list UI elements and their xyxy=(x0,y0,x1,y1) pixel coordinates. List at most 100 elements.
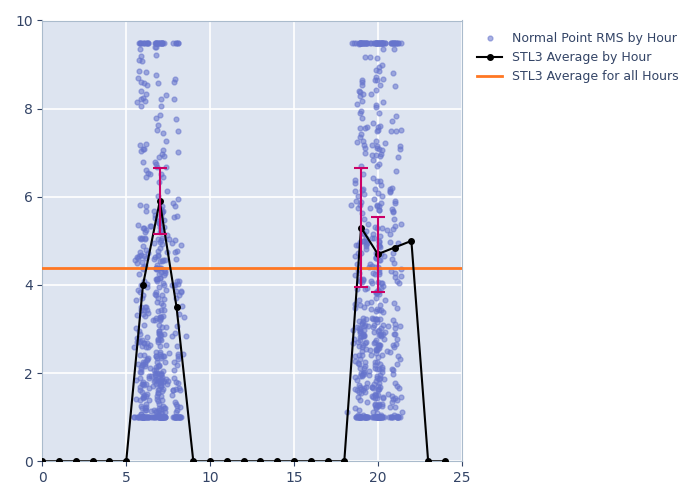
Normal Point RMS by Hour xyxy=(172,342,183,350)
Normal Point RMS by Hour xyxy=(359,286,370,294)
Normal Point RMS by Hour xyxy=(136,258,148,266)
Normal Point RMS by Hour xyxy=(365,38,377,46)
Normal Point RMS by Hour xyxy=(390,394,401,402)
Normal Point RMS by Hour xyxy=(162,187,173,195)
Normal Point RMS by Hour xyxy=(377,413,388,421)
Normal Point RMS by Hour xyxy=(152,354,163,362)
Normal Point RMS by Hour xyxy=(355,328,366,336)
Normal Point RMS by Hour xyxy=(137,242,148,250)
Normal Point RMS by Hour xyxy=(147,413,158,421)
Normal Point RMS by Hour xyxy=(136,368,147,376)
Normal Point RMS by Hour xyxy=(134,248,146,256)
Normal Point RMS by Hour xyxy=(172,350,183,358)
Normal Point RMS by Hour xyxy=(354,88,365,96)
Normal Point RMS by Hour xyxy=(389,330,400,338)
Normal Point RMS by Hour xyxy=(161,248,172,256)
Normal Point RMS by Hour xyxy=(360,150,371,158)
Normal Point RMS by Hour xyxy=(153,38,164,46)
Normal Point RMS by Hour xyxy=(392,382,403,390)
Normal Point RMS by Hour xyxy=(369,76,380,84)
Line: STL3 Average by Hour: STL3 Average by Hour xyxy=(40,198,448,464)
Normal Point RMS by Hour xyxy=(153,178,164,186)
Normal Point RMS by Hour xyxy=(130,324,141,332)
Normal Point RMS by Hour xyxy=(351,241,362,249)
Normal Point RMS by Hour xyxy=(373,38,384,46)
Normal Point RMS by Hour xyxy=(374,268,385,276)
Normal Point RMS by Hour xyxy=(155,228,166,236)
Normal Point RMS by Hour xyxy=(157,208,168,216)
Normal Point RMS by Hour xyxy=(173,378,184,386)
Normal Point RMS by Hour xyxy=(371,315,382,323)
Normal Point RMS by Hour xyxy=(149,38,160,46)
Normal Point RMS by Hour xyxy=(360,339,371,347)
Normal Point RMS by Hour xyxy=(148,255,160,263)
Normal Point RMS by Hour xyxy=(392,413,403,421)
Normal Point RMS by Hour xyxy=(354,325,365,333)
Normal Point RMS by Hour xyxy=(158,216,169,224)
Normal Point RMS by Hour xyxy=(144,384,155,392)
Normal Point RMS by Hour xyxy=(151,126,162,134)
Normal Point RMS by Hour xyxy=(156,413,167,421)
Normal Point RMS by Hour xyxy=(170,294,181,302)
Normal Point RMS by Hour xyxy=(389,320,400,328)
Normal Point RMS by Hour xyxy=(354,38,365,46)
Normal Point RMS by Hour xyxy=(171,413,182,421)
Normal Point RMS by Hour xyxy=(349,38,360,46)
Normal Point RMS by Hour xyxy=(379,328,391,336)
Normal Point RMS by Hour xyxy=(357,386,368,394)
Normal Point RMS by Hour xyxy=(374,244,386,252)
Normal Point RMS by Hour xyxy=(384,413,395,421)
Normal Point RMS by Hour xyxy=(373,400,384,408)
STL3 Average by Hour xyxy=(55,458,63,464)
Normal Point RMS by Hour xyxy=(132,334,143,342)
Normal Point RMS by Hour xyxy=(139,352,150,360)
Normal Point RMS by Hour xyxy=(167,386,178,394)
Normal Point RMS by Hour xyxy=(161,231,172,239)
Normal Point RMS by Hour xyxy=(158,413,169,421)
Normal Point RMS by Hour xyxy=(138,224,149,232)
Normal Point RMS by Hour xyxy=(377,394,388,402)
Normal Point RMS by Hour xyxy=(152,261,163,269)
Normal Point RMS by Hour xyxy=(137,38,148,46)
Normal Point RMS by Hour xyxy=(382,390,393,398)
Normal Point RMS by Hour xyxy=(354,276,365,284)
Normal Point RMS by Hour xyxy=(139,362,150,370)
Normal Point RMS by Hour xyxy=(393,384,405,392)
Normal Point RMS by Hour xyxy=(148,239,160,247)
Normal Point RMS by Hour xyxy=(389,343,400,351)
Normal Point RMS by Hour xyxy=(143,396,154,404)
Normal Point RMS by Hour xyxy=(376,306,387,314)
Normal Point RMS by Hour xyxy=(136,336,147,344)
Normal Point RMS by Hour xyxy=(353,249,364,257)
Normal Point RMS by Hour xyxy=(373,242,384,250)
Normal Point RMS by Hour xyxy=(364,260,375,268)
Normal Point RMS by Hour xyxy=(370,151,382,159)
Normal Point RMS by Hour xyxy=(367,151,378,159)
Normal Point RMS by Hour xyxy=(151,291,162,299)
Normal Point RMS by Hour xyxy=(141,354,153,362)
Normal Point RMS by Hour xyxy=(133,270,144,278)
Normal Point RMS by Hour xyxy=(135,250,146,258)
Normal Point RMS by Hour xyxy=(156,336,167,344)
Normal Point RMS by Hour xyxy=(356,371,368,379)
Normal Point RMS by Hour xyxy=(360,344,372,352)
Normal Point RMS by Hour xyxy=(161,323,172,331)
Normal Point RMS by Hour xyxy=(155,372,166,380)
Normal Point RMS by Hour xyxy=(359,124,370,132)
Normal Point RMS by Hour xyxy=(153,220,164,228)
Normal Point RMS by Hour xyxy=(372,402,383,409)
Normal Point RMS by Hour xyxy=(136,38,147,46)
Normal Point RMS by Hour xyxy=(377,400,388,407)
Normal Point RMS by Hour xyxy=(171,114,182,122)
Normal Point RMS by Hour xyxy=(354,351,365,359)
Normal Point RMS by Hour xyxy=(139,338,150,346)
Normal Point RMS by Hour xyxy=(155,313,166,321)
Normal Point RMS by Hour xyxy=(374,232,386,239)
Normal Point RMS by Hour xyxy=(141,356,153,364)
Normal Point RMS by Hour xyxy=(373,364,384,372)
STL3 Average by Hour xyxy=(155,198,164,204)
Normal Point RMS by Hour xyxy=(395,38,407,46)
Normal Point RMS by Hour xyxy=(139,413,150,421)
Normal Point RMS by Hour xyxy=(356,186,368,194)
Normal Point RMS by Hour xyxy=(153,400,164,408)
